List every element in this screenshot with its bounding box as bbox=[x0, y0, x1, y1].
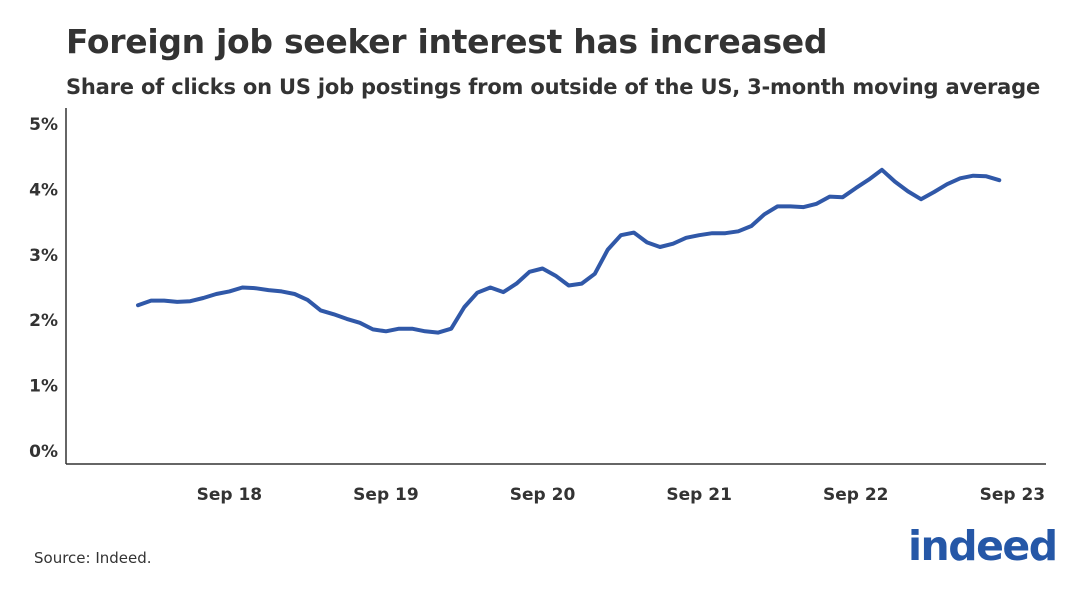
series-line bbox=[136, 167, 1002, 335]
source-note: Source: Indeed. bbox=[34, 549, 152, 567]
x-tick-label: Sep 20 bbox=[510, 485, 576, 505]
y-tick-label: 3% bbox=[29, 246, 58, 266]
y-axis-ticks: 0% 1% 2% 3% 4% 5% bbox=[29, 115, 58, 462]
chart-title: Foreign job seeker interest has increase… bbox=[66, 22, 828, 61]
x-tick-label: Sep 18 bbox=[197, 485, 263, 505]
x-axis-ticks: Sep 18 Sep 19 Sep 20 Sep 21 Sep 22 Sep 23 bbox=[197, 485, 1046, 505]
x-tick-label: Sep 23 bbox=[980, 485, 1046, 505]
x-tick-label: Sep 19 bbox=[353, 485, 419, 505]
y-tick-label: 5% bbox=[29, 115, 58, 135]
chart-subtitle: Share of clicks on US job postings from … bbox=[66, 75, 1041, 99]
x-tick-label: Sep 22 bbox=[823, 485, 889, 505]
x-tick-label: Sep 21 bbox=[666, 485, 732, 505]
y-tick-label: 4% bbox=[29, 180, 58, 200]
indeed-logo: indeed bbox=[908, 522, 1058, 570]
y-tick-label: 1% bbox=[29, 377, 58, 397]
y-tick-label: 2% bbox=[29, 311, 58, 331]
y-tick-label: 0% bbox=[29, 442, 58, 462]
